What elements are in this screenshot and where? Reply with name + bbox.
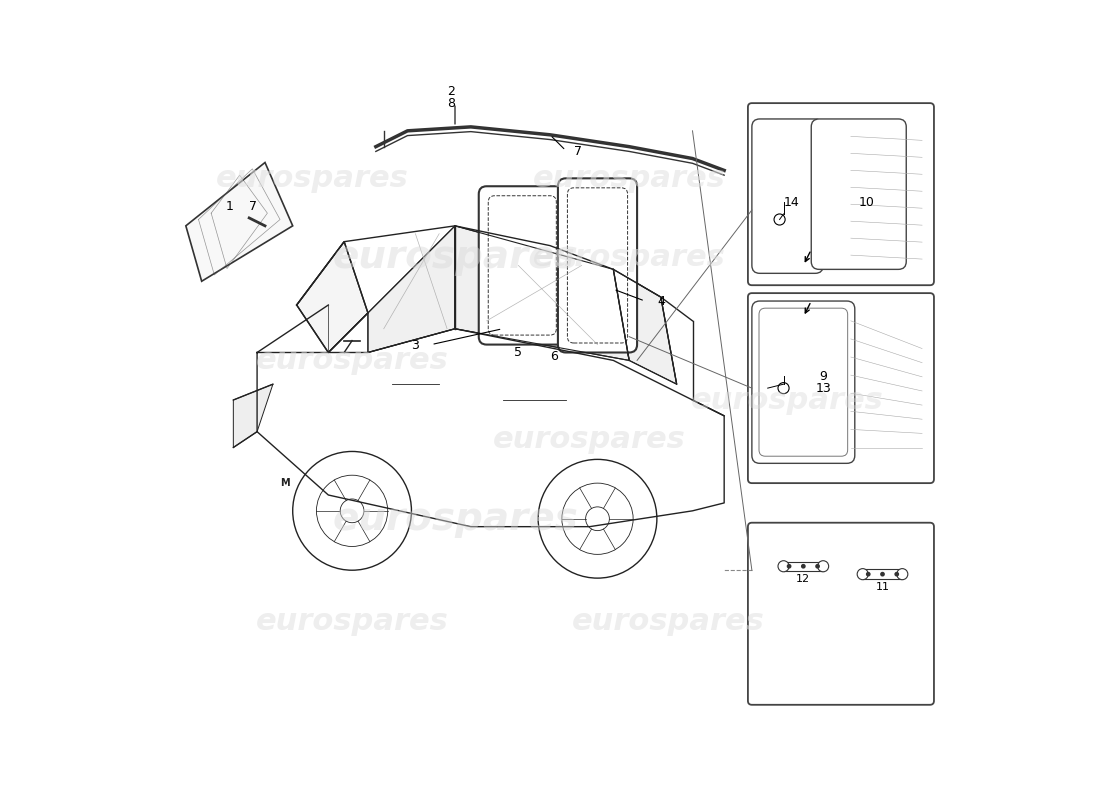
Bar: [862, 570, 902, 579]
Polygon shape: [455, 226, 629, 361]
Circle shape: [585, 507, 609, 530]
Circle shape: [866, 572, 870, 577]
FancyBboxPatch shape: [478, 186, 565, 345]
FancyBboxPatch shape: [488, 196, 557, 335]
Circle shape: [857, 569, 868, 580]
Text: eurospares: eurospares: [691, 386, 884, 414]
Polygon shape: [614, 270, 676, 384]
Circle shape: [778, 561, 789, 572]
Text: 9: 9: [820, 370, 827, 383]
FancyBboxPatch shape: [748, 293, 934, 483]
Text: eurospares: eurospares: [493, 425, 686, 454]
Text: eurospares: eurospares: [532, 243, 726, 272]
Text: 13: 13: [815, 382, 830, 395]
Text: 12: 12: [796, 574, 811, 584]
Text: 5: 5: [515, 346, 522, 359]
Text: 14: 14: [783, 196, 800, 209]
Text: 11: 11: [876, 582, 890, 592]
Circle shape: [896, 569, 907, 580]
Text: 6: 6: [550, 350, 558, 363]
Text: 1: 1: [226, 200, 233, 213]
Text: eurospares: eurospares: [532, 164, 726, 193]
Text: 3: 3: [411, 338, 419, 351]
FancyBboxPatch shape: [748, 522, 934, 705]
Polygon shape: [233, 384, 273, 447]
Text: 2: 2: [447, 86, 455, 98]
Text: eurospares: eurospares: [255, 607, 449, 636]
Text: eurospares: eurospares: [255, 346, 449, 375]
Polygon shape: [297, 242, 367, 353]
FancyBboxPatch shape: [568, 188, 628, 343]
Circle shape: [815, 564, 820, 569]
Text: 4: 4: [657, 295, 664, 308]
Circle shape: [880, 572, 884, 577]
FancyBboxPatch shape: [748, 103, 934, 286]
FancyBboxPatch shape: [752, 301, 855, 463]
Polygon shape: [367, 226, 455, 353]
Circle shape: [786, 564, 792, 569]
Text: 8: 8: [447, 97, 455, 110]
Circle shape: [774, 214, 785, 225]
Text: 7: 7: [574, 145, 582, 158]
FancyBboxPatch shape: [752, 119, 823, 274]
Text: eurospares: eurospares: [332, 238, 578, 277]
Circle shape: [801, 564, 805, 569]
FancyBboxPatch shape: [759, 308, 848, 456]
Circle shape: [894, 572, 899, 577]
Polygon shape: [186, 162, 293, 282]
Text: M: M: [280, 478, 289, 488]
Text: eurospares: eurospares: [332, 500, 578, 538]
Circle shape: [340, 499, 364, 522]
Circle shape: [817, 561, 828, 572]
Text: 10: 10: [859, 196, 874, 209]
FancyBboxPatch shape: [558, 178, 637, 353]
Text: 7: 7: [249, 200, 257, 213]
Text: eurospares: eurospares: [216, 164, 409, 193]
Text: eurospares: eurospares: [572, 607, 766, 636]
FancyBboxPatch shape: [812, 119, 906, 270]
Circle shape: [778, 382, 789, 394]
Bar: [783, 562, 823, 571]
